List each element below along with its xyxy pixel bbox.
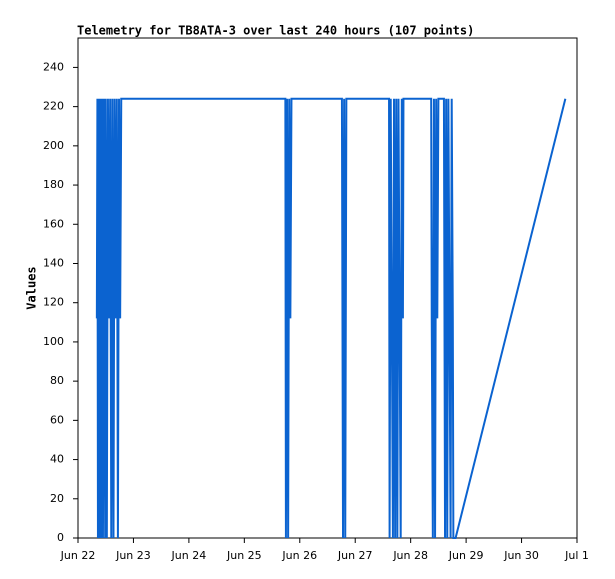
y-tick-label: 100 (43, 335, 64, 348)
chart-title: Telemetry for TB8ATA-3 over last 240 hou… (77, 24, 474, 38)
x-tick-label: Jun 24 (171, 549, 207, 562)
y-tick-label: 60 (50, 413, 64, 426)
y-tick-label: 120 (43, 296, 64, 309)
x-tick-label: Jun 23 (115, 549, 151, 562)
x-tick-label: Jun 27 (337, 549, 373, 562)
y-axis-label: Values (25, 266, 39, 309)
x-tick-label: Jun 25 (226, 549, 262, 562)
x-tick-label: Jun 22 (60, 549, 96, 562)
data-line (95, 97, 567, 539)
y-tick-label: 20 (50, 492, 64, 505)
x-tick-label: Jun 28 (392, 549, 428, 562)
y-tick-label: 40 (50, 453, 64, 466)
y-tick-label: 200 (43, 139, 64, 152)
y-tick-label: 0 (57, 531, 64, 544)
y-tick-label: 140 (43, 256, 64, 269)
y-tick-label: 160 (43, 217, 64, 230)
y-tick-label: 220 (43, 100, 64, 113)
x-tick-label: Jun 30 (503, 549, 539, 562)
y-tick-label: 240 (43, 60, 64, 73)
x-tick-label: Jun 29 (448, 549, 484, 562)
y-tick-label: 80 (50, 374, 64, 387)
y-tick-label: 180 (43, 178, 64, 191)
x-tick-label: Jun 26 (281, 549, 317, 562)
plot-frame (77, 37, 578, 539)
x-tick-label: Jul 1 (564, 549, 589, 562)
